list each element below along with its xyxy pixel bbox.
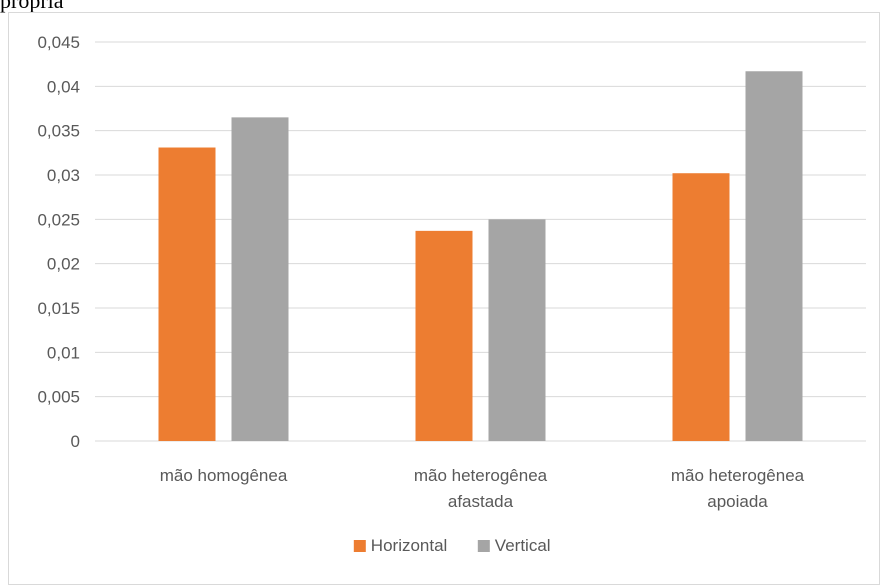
x-category-label: mão homogênea bbox=[160, 466, 288, 485]
x-axis: mão homogênea mão heterogênea afastada mão … bbox=[160, 466, 805, 511]
bar-vertical bbox=[745, 71, 803, 441]
gridlines bbox=[95, 41, 866, 442]
y-tick-label: 0,045 bbox=[37, 33, 80, 52]
legend: Horizontal Vertical bbox=[353, 536, 551, 555]
legend-label-vertical: Vertical bbox=[495, 536, 551, 555]
bar-horizontal bbox=[158, 147, 216, 441]
y-tick-label: 0,015 bbox=[37, 299, 80, 318]
y-tick-label: 0,03 bbox=[47, 166, 80, 185]
x-category-label: mão heterogênea bbox=[414, 466, 548, 485]
y-tick-label: 0,035 bbox=[37, 122, 80, 141]
y-tick-label: 0,02 bbox=[47, 255, 80, 274]
legend-swatch-horizontal bbox=[353, 540, 366, 552]
legend-label-horizontal: Horizontal bbox=[371, 536, 448, 555]
y-tick-label: 0,04 bbox=[47, 77, 80, 96]
y-tick-label: 0,025 bbox=[37, 210, 80, 229]
bar-horizontal bbox=[672, 173, 730, 441]
bar-horizontal bbox=[415, 230, 473, 441]
legend-swatch-vertical bbox=[477, 540, 490, 552]
document-text-fragment: própria bbox=[0, 0, 64, 13]
x-category-label: afastada bbox=[448, 492, 514, 511]
y-tick-label: 0 bbox=[71, 432, 80, 451]
x-category-label: apoiada bbox=[707, 492, 768, 511]
x-category-label: mão heterogênea bbox=[671, 466, 805, 485]
bar-vertical bbox=[231, 117, 289, 441]
y-tick-label: 0,01 bbox=[47, 343, 80, 362]
bars bbox=[158, 71, 803, 441]
y-tick-label: 0,005 bbox=[37, 388, 80, 407]
bar-vertical bbox=[488, 219, 546, 441]
y-axis: 0 0,005 0,01 0,015 0,02 0,025 0,03 0,035 0,04 0,0… bbox=[37, 33, 80, 451]
